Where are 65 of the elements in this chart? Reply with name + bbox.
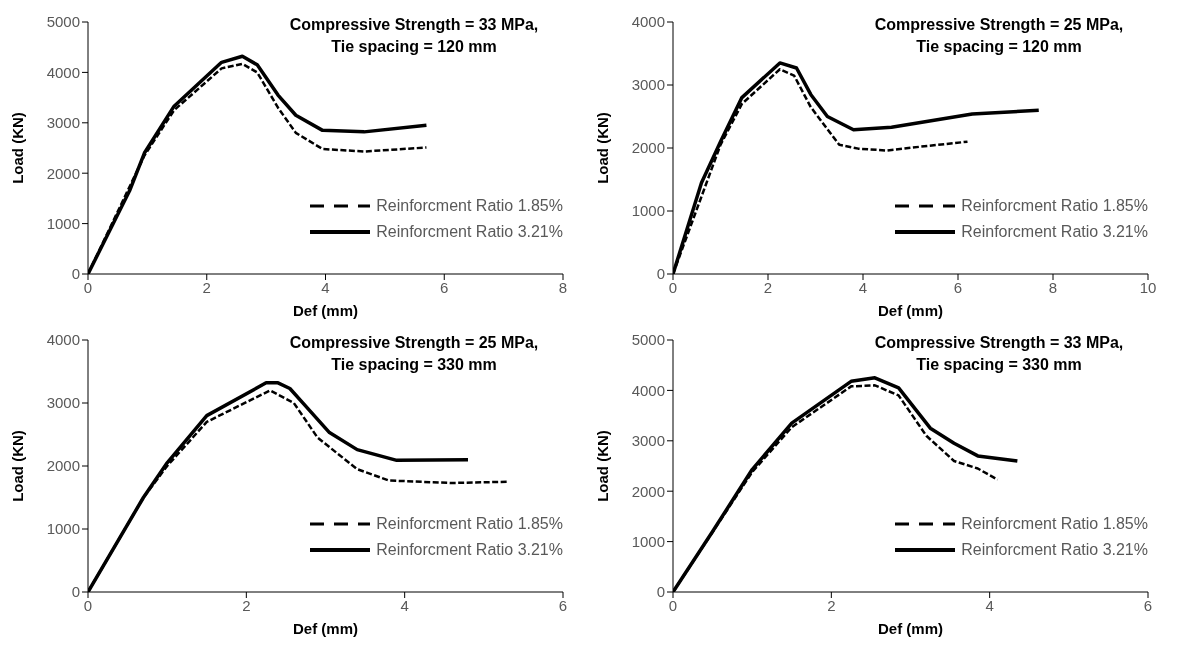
y-axis-title: Load (KN): [9, 430, 27, 502]
x-tick-label: 8: [558, 278, 568, 296]
y-tick-label: 5000: [631, 331, 665, 349]
y-tick-label: 2000: [46, 164, 80, 182]
x-tick-label: 4: [858, 278, 868, 296]
x-tick-label: 0: [83, 278, 93, 296]
x-tick-label: 6: [558, 596, 568, 614]
chart-title: Compressive Strength = 25 MPa,: [873, 15, 1125, 35]
legend-label: Reinforcment Ratio 1.85%: [376, 197, 563, 215]
x-tick-label: 6: [1143, 596, 1153, 614]
x-tick-label: 2: [827, 596, 836, 614]
x-tick-label: 6: [440, 278, 449, 296]
legend-label: Reinforcment Ratio 1.85%: [961, 197, 1148, 215]
legend-label: Reinforcment Ratio 3.21%: [376, 223, 563, 241]
legend-label: Reinforcment Ratio 3.21%: [961, 223, 1148, 241]
y-tick-label: 2000: [631, 139, 665, 157]
y-axis-title: Load (KN): [9, 112, 27, 184]
x-axis-title: Def (mm): [292, 620, 359, 637]
y-tick-label: 3000: [46, 114, 80, 132]
x-tick-label: 4: [400, 596, 409, 614]
y-axis-title: Load (KN): [594, 430, 612, 502]
x-axis-title: Def (mm): [292, 302, 359, 319]
y-axis-title: Load (KN): [594, 112, 612, 184]
y-tick-label: 1000: [631, 202, 665, 220]
legend-label: Reinforcment Ratio 3.21%: [961, 541, 1148, 559]
x-tick-label: 0: [668, 596, 678, 614]
y-tick-label: 4000: [631, 13, 665, 31]
chart-title: Compressive Strength = 25 MPa,: [288, 333, 540, 353]
chart-title: Compressive Strength = 33 MPa,: [288, 15, 540, 35]
y-tick-label: 2000: [46, 457, 80, 475]
y-tick-label: 2000: [631, 482, 665, 500]
text: Tie spacing = 120 mm: [915, 37, 1083, 57]
x-tick-label: 2: [202, 278, 211, 296]
x-tick-label: 10: [1139, 278, 1157, 296]
y-tick-label: 0: [656, 583, 665, 601]
x-tick-label: 2: [763, 278, 773, 296]
y-tick-label: 0: [656, 265, 665, 283]
y-tick-label: 3000: [46, 394, 80, 412]
y-tick-label: 3000: [631, 76, 665, 94]
legend-label: Reinforcment Ratio 1.85%: [961, 515, 1148, 533]
y-tick-label: 5000: [46, 13, 80, 31]
text: Tie spacing = 330 mm: [915, 355, 1083, 375]
y-tick-label: 0: [71, 583, 80, 601]
chart-title: Compressive Strength = 33 MPa,: [873, 333, 1125, 353]
y-tick-label: 4000: [46, 331, 80, 349]
y-tick-label: 1000: [46, 520, 80, 538]
x-tick-label: 6: [953, 278, 963, 296]
x-tick-label: 0: [668, 278, 678, 296]
y-tick-label: 4000: [631, 381, 665, 399]
y-tick-label: 1000: [46, 214, 80, 232]
x-tick-label: 0: [83, 596, 93, 614]
x-axis-title: Def (mm): [877, 620, 944, 637]
text: Tie spacing = 330 mm: [330, 355, 498, 375]
x-axis-title: Def (mm): [877, 302, 944, 319]
x-tick-label: 4: [321, 278, 330, 296]
y-tick-label: 4000: [46, 63, 80, 81]
legend-label: Reinforcment Ratio 3.21%: [376, 541, 563, 559]
x-tick-label: 2: [242, 596, 251, 614]
y-tick-label: 0: [71, 265, 80, 283]
text: Tie spacing = 120 mm: [330, 37, 498, 57]
x-tick-label: 8: [1048, 278, 1058, 296]
legend-label: Reinforcment Ratio 1.85%: [376, 515, 563, 533]
x-tick-label: 4: [985, 596, 994, 614]
y-tick-label: 1000: [631, 532, 665, 550]
y-tick-label: 3000: [631, 432, 665, 450]
